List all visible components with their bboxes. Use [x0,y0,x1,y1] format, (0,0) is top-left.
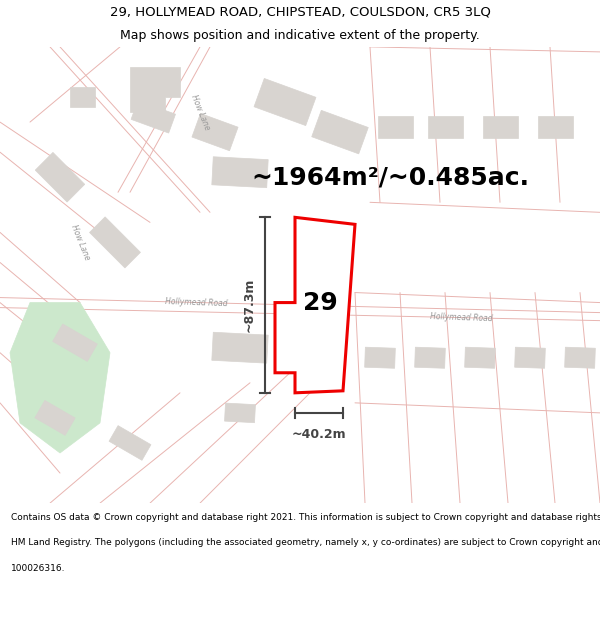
Text: 29: 29 [302,291,337,314]
Text: 29, HOLLYMEAD ROAD, CHIPSTEAD, COULSDON, CR5 3LQ: 29, HOLLYMEAD ROAD, CHIPSTEAD, COULSDON,… [110,5,490,18]
Text: Map shows position and indicative extent of the property.: Map shows position and indicative extent… [120,29,480,42]
Text: ~87.3m: ~87.3m [242,278,256,332]
Polygon shape [377,116,413,138]
Polygon shape [275,217,355,393]
Polygon shape [35,401,75,436]
Text: Hollymead Road: Hollymead Road [165,297,228,308]
Polygon shape [464,347,496,368]
Polygon shape [131,91,176,133]
Polygon shape [212,157,268,188]
Text: How Lane: How Lane [189,93,211,131]
Text: Hollymead Road: Hollymead Road [430,312,493,323]
Text: HM Land Registry. The polygons (including the associated geometry, namely x, y c: HM Land Registry. The polygons (includin… [11,539,600,548]
Polygon shape [482,116,517,138]
Polygon shape [10,302,110,453]
Polygon shape [70,87,95,107]
Text: Contains OS data © Crown copyright and database right 2021. This information is : Contains OS data © Crown copyright and d… [11,513,600,522]
Text: How Lane: How Lane [69,223,91,261]
Polygon shape [515,347,545,368]
Text: ~40.2m: ~40.2m [292,429,346,441]
Text: 100026316.: 100026316. [11,564,65,573]
Polygon shape [53,324,97,361]
Polygon shape [192,114,238,151]
Polygon shape [312,111,368,154]
Polygon shape [565,347,595,368]
Polygon shape [109,426,151,460]
Polygon shape [35,152,85,202]
Polygon shape [427,116,463,138]
Polygon shape [224,403,256,422]
Polygon shape [365,347,395,368]
Polygon shape [282,332,338,363]
Text: ~1964m²/~0.485ac.: ~1964m²/~0.485ac. [251,165,529,189]
Polygon shape [212,332,268,363]
Polygon shape [254,79,316,126]
Polygon shape [415,347,445,368]
Polygon shape [89,217,140,268]
Polygon shape [130,67,180,112]
Polygon shape [538,116,572,138]
